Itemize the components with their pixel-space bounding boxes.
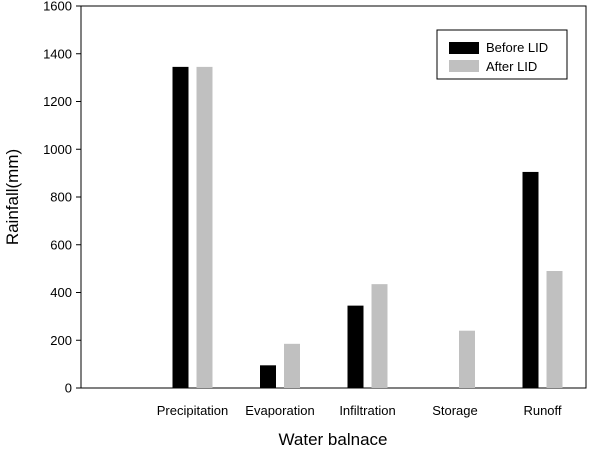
y-tick-label: 1600 <box>43 0 72 14</box>
y-tick-label: 600 <box>50 237 72 252</box>
legend-swatch-after-lid <box>449 60 479 72</box>
bar-before-lid-runoff <box>522 171 539 388</box>
y-tick-label: 1400 <box>43 46 72 61</box>
x-tick-label: Precipitation <box>157 403 229 418</box>
bar-after-lid-runoff <box>546 271 563 388</box>
y-axis-ticks: 0 200 400 600 800 1000 1200 1400 1600 <box>43 0 81 396</box>
y-tick-label: 0 <box>65 381 72 396</box>
x-axis-title: Water balnace <box>279 430 388 449</box>
legend-swatch-before-lid <box>449 42 479 54</box>
x-tick-label: Storage <box>432 403 478 418</box>
bar-after-lid-storage <box>459 330 475 388</box>
bar-before-lid-evaporation <box>260 365 276 388</box>
y-tick-label: 1200 <box>43 94 72 109</box>
y-axis-title: Rainfall(mm) <box>3 149 22 245</box>
legend-label-before-lid: Before LID <box>486 40 548 55</box>
y-tick-label: 200 <box>50 333 72 348</box>
bars <box>172 66 563 388</box>
legend-label-after-lid: After LID <box>486 59 537 74</box>
y-tick-label: 1000 <box>43 142 72 157</box>
x-tick-label: Infiltration <box>339 403 395 418</box>
x-axis-ticks: Precipitation Evaporation Infiltration Stor… <box>157 403 562 418</box>
y-tick-label: 800 <box>50 190 72 205</box>
bar-after-lid-infiltration <box>371 284 388 388</box>
x-tick-label: Runoff <box>523 403 561 418</box>
bar-after-lid-evaporation <box>284 343 300 388</box>
x-tick-label: Evaporation <box>245 403 314 418</box>
y-tick-label: 400 <box>50 285 72 300</box>
bar-before-lid-infiltration <box>347 305 364 388</box>
bar-before-lid-precipitation <box>172 66 189 388</box>
bar-after-lid-precipitation <box>196 66 213 388</box>
legend: Before LID After LID <box>436 29 568 80</box>
